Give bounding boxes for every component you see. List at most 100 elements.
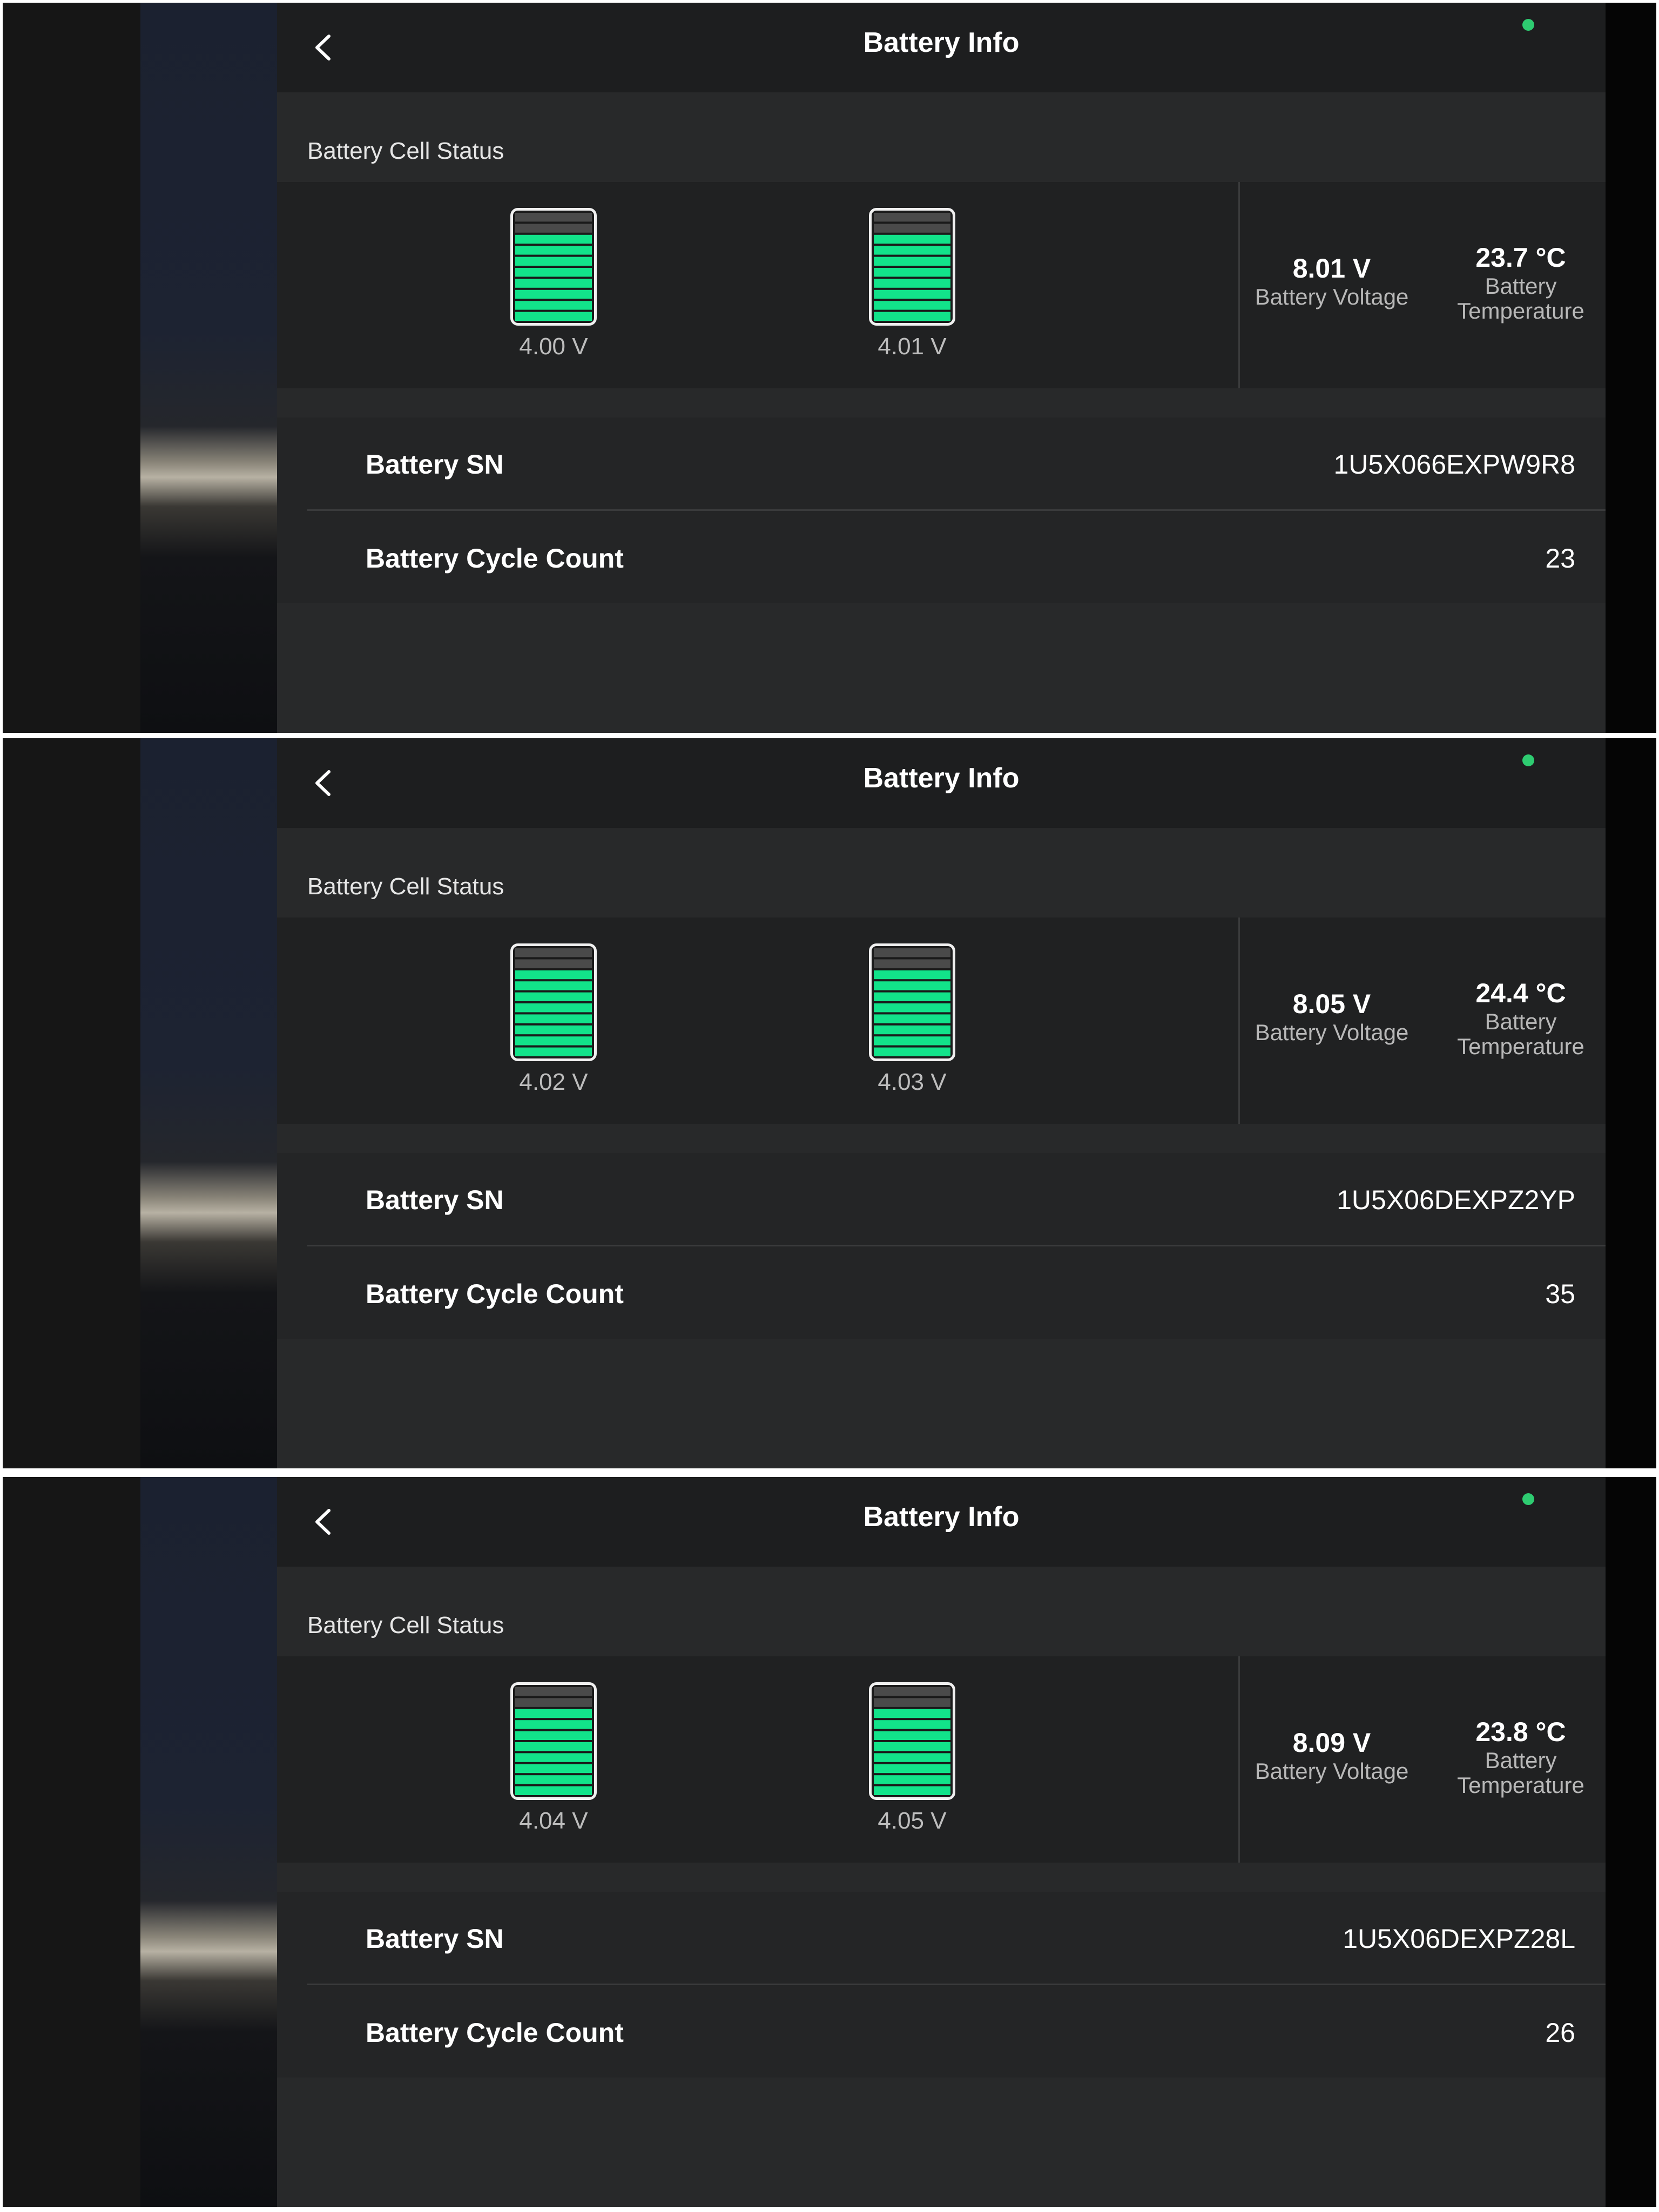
battery-temperature-label: Battery <box>1485 1009 1557 1034</box>
cycle-count-value: 35 <box>1545 1279 1575 1309</box>
battery-temperature-label: Temperature <box>1457 1772 1584 1798</box>
battery-temperature-value: 24.4 °C <box>1475 978 1566 1008</box>
cell-status-area: 4.04 V 4.05 V <box>277 1656 1238 1863</box>
cell-segment-filled <box>874 992 950 1001</box>
cell-segment-filled <box>515 1014 592 1023</box>
cell-segment-empty <box>874 948 950 957</box>
list-item-battery-sn: Battery SN 1U5X06DEXPZ28L <box>307 1892 1606 1984</box>
cell-status-area: 4.00 V 4.01 V <box>277 182 1238 388</box>
cell-segment-filled <box>874 1720 950 1729</box>
cell-segment-filled <box>874 246 950 255</box>
battery-temperature-stat: 23.8 °C Battery Temperature <box>1429 1716 1613 1798</box>
cell-segment-filled <box>874 257 950 266</box>
battery-temperature-value: 23.8 °C <box>1475 1717 1566 1747</box>
battery-cell-icon <box>869 943 955 1061</box>
cell-segment-empty <box>515 1698 592 1707</box>
cell-segment-filled <box>515 1753 592 1762</box>
camera-feed-strip <box>140 1477 277 2207</box>
back-button[interactable] <box>304 29 342 66</box>
battery-voltage-stat: 8.05 V Battery Voltage <box>1240 988 1424 1045</box>
battery-info-panel: Battery Info Battery Cell Status 4.02 V … <box>3 738 1656 1468</box>
battery-cell: 4.00 V <box>492 208 600 370</box>
battery-cell: 4.01 V <box>851 208 959 370</box>
cell-segment-filled <box>874 1709 950 1718</box>
cell-status-heading: Battery Cell Status <box>307 873 504 900</box>
list-item-battery-sn: Battery SN 1U5X066EXPW9R8 <box>307 417 1606 509</box>
list-item-cycle-count: Battery Cycle Count 23 <box>307 511 1606 603</box>
cell-segment-filled <box>874 1764 950 1773</box>
divider <box>1238 182 1240 388</box>
divider <box>307 509 1606 511</box>
battery-sn-label: Battery SN <box>366 1185 504 1215</box>
cell-level-graphic <box>515 948 592 1056</box>
back-button[interactable] <box>304 1503 342 1541</box>
cell-segment-filled <box>515 1731 592 1740</box>
battery-info-list: Battery SN 1U5X06DEXPZ2YP Battery Cycle … <box>277 1153 1606 1339</box>
battery-voltage-value: 8.01 V <box>1292 253 1371 284</box>
cell-segment-filled <box>515 234 592 244</box>
cell-segment-filled <box>515 1036 592 1046</box>
cell-status-heading: Battery Cell Status <box>307 1612 504 1638</box>
cell-segment-empty <box>874 959 950 968</box>
cell-segment-filled <box>874 301 950 310</box>
battery-cell-icon <box>869 1682 955 1800</box>
cell-status-area: 4.02 V 4.03 V <box>277 918 1238 1124</box>
cell-voltage: 4.01 V <box>878 333 947 360</box>
battery-cell-icon <box>510 943 597 1061</box>
battery-temperature-label: Temperature <box>1457 298 1584 323</box>
cell-segment-filled <box>515 1047 592 1056</box>
cell-segment-filled <box>874 1775 950 1784</box>
cycle-count-label: Battery Cycle Count <box>366 543 624 574</box>
cell-segment-filled <box>874 289 950 299</box>
cell-segment-filled <box>874 268 950 277</box>
cell-segment-filled <box>874 1047 950 1056</box>
battery-stats: 8.05 V Battery Voltage 24.4 °C Battery T… <box>1240 918 1606 1124</box>
cell-segment-filled <box>874 1742 950 1751</box>
cell-segment-filled <box>874 1753 950 1762</box>
cell-segment-filled <box>874 1731 950 1740</box>
list-item-cycle-count: Battery Cycle Count 35 <box>307 1247 1606 1339</box>
cell-segment-empty <box>874 1698 950 1707</box>
cell-segment-empty <box>515 948 592 957</box>
cell-segment-filled <box>515 970 592 980</box>
battery-info-list: Battery SN 1U5X06DEXPZ28L Battery Cycle … <box>277 1892 1606 2078</box>
cell-level-graphic <box>515 1687 592 1795</box>
list-item-battery-sn: Battery SN 1U5X06DEXPZ2YP <box>307 1153 1606 1245</box>
cell-segment-empty <box>874 224 950 233</box>
battery-info-screen: Battery Info Battery Cell Status 4.00 V … <box>277 3 1606 733</box>
battery-cell: 4.03 V <box>851 943 959 1105</box>
divider <box>307 1984 1606 1985</box>
cell-segment-filled <box>874 1786 950 1795</box>
divider <box>1238 918 1240 1124</box>
battery-sn-value: 1U5X06DEXPZ28L <box>1343 1924 1575 1954</box>
cell-segment-filled <box>874 234 950 244</box>
cell-level-graphic <box>874 213 950 321</box>
cell-level-graphic <box>874 948 950 1056</box>
cell-segment-empty <box>515 213 592 222</box>
battery-temperature-label: Battery <box>1485 1748 1557 1773</box>
cell-level-graphic <box>515 213 592 321</box>
page-title: Battery Info <box>863 1501 1020 1533</box>
battery-info-panel: Battery Info Battery Cell Status 4.04 V … <box>3 1477 1656 2207</box>
back-button[interactable] <box>304 764 342 802</box>
cell-segment-filled <box>515 1742 592 1751</box>
cell-voltage: 4.02 V <box>519 1069 588 1095</box>
cell-segment-filled <box>515 312 592 321</box>
cell-segment-filled <box>515 981 592 990</box>
battery-temperature-stat: 23.7 °C Battery Temperature <box>1429 241 1613 323</box>
screen-edge <box>1606 3 1656 733</box>
cell-segment-filled <box>515 1775 592 1784</box>
status-indicator <box>1522 19 1534 31</box>
chevron-left-icon <box>315 35 331 60</box>
status-indicator <box>1522 754 1534 766</box>
battery-info-screen: Battery Info Battery Cell Status 4.02 V … <box>277 738 1606 1468</box>
battery-sn-value: 1U5X066EXPW9R8 <box>1333 449 1575 480</box>
cell-segment-filled <box>515 1786 592 1795</box>
cell-segment-filled <box>515 268 592 277</box>
cell-segment-filled <box>874 970 950 980</box>
battery-info-list: Battery SN 1U5X066EXPW9R8 Battery Cycle … <box>277 417 1606 603</box>
battery-cell-icon <box>869 208 955 326</box>
battery-voltage-stat: 8.09 V Battery Voltage <box>1240 1727 1424 1784</box>
page-title: Battery Info <box>863 763 1020 794</box>
cell-segment-filled <box>515 301 592 310</box>
